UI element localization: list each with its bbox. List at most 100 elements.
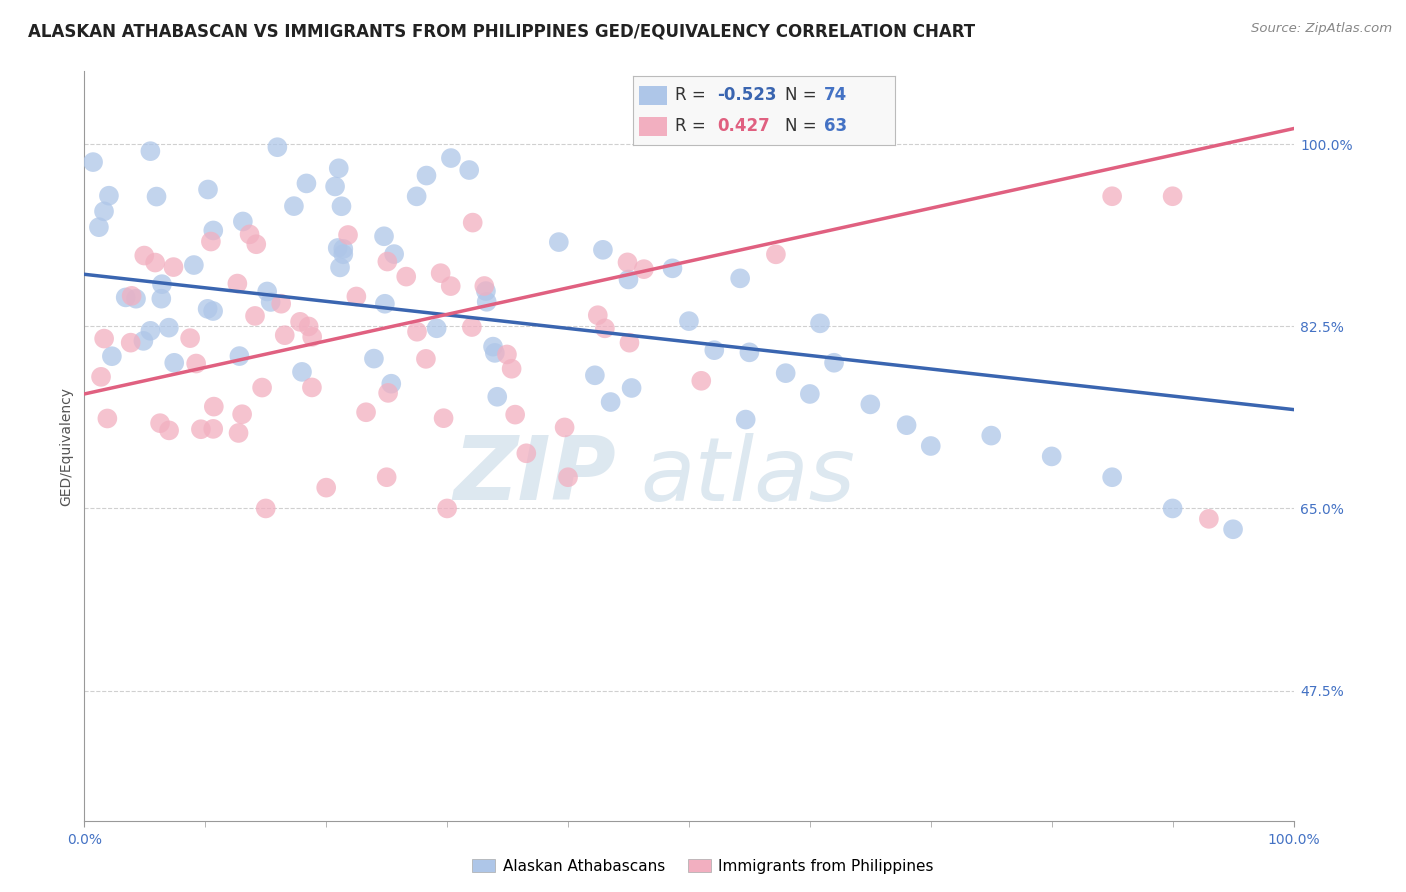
Point — [295, 177, 318, 191]
Point — [114, 290, 136, 304]
Point — [374, 297, 396, 311]
Point — [143, 255, 166, 269]
Point — [183, 258, 205, 272]
Point — [734, 412, 756, 426]
Text: 74: 74 — [824, 87, 848, 104]
Point — [121, 289, 143, 303]
Point — [329, 260, 352, 275]
Point — [120, 335, 142, 350]
Point — [157, 320, 180, 334]
Point — [179, 331, 201, 345]
Point — [619, 335, 641, 350]
Point — [274, 328, 297, 343]
Point — [328, 161, 350, 176]
Point — [554, 420, 576, 434]
Legend: Alaskan Athabascans, Immigrants from Philippines: Alaskan Athabascans, Immigrants from Phi… — [465, 853, 941, 880]
Point — [149, 416, 172, 430]
Point — [200, 235, 222, 249]
Point — [186, 357, 208, 371]
Point — [202, 304, 225, 318]
Point — [337, 227, 360, 242]
Point — [406, 325, 429, 339]
Point — [503, 408, 526, 422]
Point — [617, 272, 640, 286]
Point — [380, 376, 402, 391]
Point — [254, 501, 277, 516]
Point — [197, 182, 219, 196]
Point — [690, 374, 713, 388]
Point — [382, 247, 405, 261]
Point — [326, 241, 349, 255]
Point — [363, 351, 385, 366]
Point — [375, 254, 398, 268]
Point — [375, 470, 398, 484]
Point — [1222, 522, 1244, 536]
Point — [288, 315, 311, 329]
Point — [593, 321, 616, 335]
Point — [415, 351, 437, 366]
Text: atlas: atlas — [641, 433, 855, 519]
Point — [475, 284, 498, 298]
Point — [150, 292, 173, 306]
Point — [515, 446, 537, 460]
Point — [429, 266, 451, 280]
Point — [583, 368, 606, 383]
Point — [547, 235, 569, 249]
Point — [190, 422, 212, 436]
Point — [1198, 512, 1220, 526]
Point — [1040, 450, 1063, 464]
Point — [231, 407, 253, 421]
Point — [132, 334, 155, 348]
Point — [96, 411, 118, 425]
Point — [486, 390, 509, 404]
Text: N =: N = — [785, 117, 823, 136]
Point — [270, 296, 292, 310]
Text: R =: R = — [675, 117, 711, 136]
Point — [405, 189, 427, 203]
Point — [301, 380, 323, 394]
Point — [592, 243, 614, 257]
Point — [896, 418, 918, 433]
Point — [315, 481, 337, 495]
Point — [150, 277, 173, 292]
Text: 0.427: 0.427 — [717, 117, 770, 136]
Point — [87, 220, 110, 235]
Point — [415, 169, 437, 183]
Point — [250, 380, 273, 394]
Point — [226, 277, 249, 291]
Point — [557, 470, 579, 484]
Point — [496, 347, 519, 361]
Text: N =: N = — [785, 87, 823, 104]
Text: 63: 63 — [824, 117, 848, 136]
Bar — [638, 117, 668, 136]
Point — [436, 501, 458, 516]
Point — [616, 255, 638, 269]
Point — [373, 229, 395, 244]
Point — [283, 199, 305, 213]
Point — [93, 204, 115, 219]
Point — [354, 405, 377, 419]
Point — [291, 365, 314, 379]
Point — [243, 309, 266, 323]
Point — [1101, 189, 1123, 203]
Point — [980, 428, 1002, 442]
Point — [93, 332, 115, 346]
Point — [728, 271, 751, 285]
Point — [202, 422, 225, 436]
Point — [139, 144, 162, 158]
Point — [808, 316, 831, 330]
Point — [432, 411, 454, 425]
Point — [703, 343, 725, 358]
Point — [323, 179, 346, 194]
Point — [859, 397, 882, 411]
Point — [344, 289, 367, 303]
Point — [125, 292, 148, 306]
Point — [1101, 470, 1123, 484]
Point — [426, 321, 449, 335]
Point — [599, 395, 621, 409]
Point — [97, 188, 120, 202]
Point — [256, 285, 278, 299]
Point — [461, 216, 484, 230]
Point — [90, 369, 112, 384]
Point — [440, 151, 463, 165]
